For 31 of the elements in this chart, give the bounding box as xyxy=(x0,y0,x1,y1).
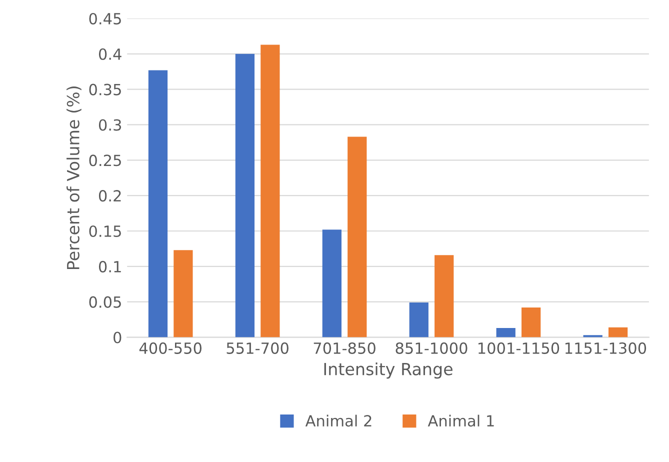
x-tick-label: 400-550 xyxy=(139,342,202,354)
legend-label: Animal 1 xyxy=(428,414,494,427)
y-tick-label: 0.25 xyxy=(89,154,121,166)
y-tick-label: 0.45 xyxy=(89,12,121,24)
bar xyxy=(434,255,454,338)
x-axis-title: Intensity Range xyxy=(324,362,452,379)
bar xyxy=(322,230,342,338)
y-tick-label: 0.2 xyxy=(98,190,121,202)
x-tick-label: 1001-1150 xyxy=(478,342,560,354)
bar xyxy=(522,308,541,338)
bar xyxy=(348,136,367,338)
x-tick-label: 1151-1300 xyxy=(565,342,646,354)
y-tick-label: 0.15 xyxy=(89,225,121,238)
bar xyxy=(148,70,168,338)
x-tick-label: 701-850 xyxy=(314,342,376,354)
y-tick-label: 0.4 xyxy=(98,48,122,60)
bar xyxy=(409,302,428,338)
x-tick-label: 551-700 xyxy=(226,342,288,354)
y-tick-label: 0.05 xyxy=(89,296,121,308)
y-tick-label: 0.35 xyxy=(89,84,121,96)
bar xyxy=(608,327,628,338)
bar xyxy=(260,44,280,338)
y-tick-label: 0.1 xyxy=(98,260,121,272)
x-tick-label: 851-1000 xyxy=(396,342,468,354)
bar xyxy=(235,54,255,338)
bar xyxy=(174,250,193,338)
legend-label: Animal 2 xyxy=(305,414,372,427)
y-tick-label: 0 xyxy=(114,332,122,344)
bar xyxy=(496,328,516,338)
y-axis-title: Percent of Volume (%) xyxy=(66,86,82,269)
y-tick-label: 0.3 xyxy=(98,119,122,131)
